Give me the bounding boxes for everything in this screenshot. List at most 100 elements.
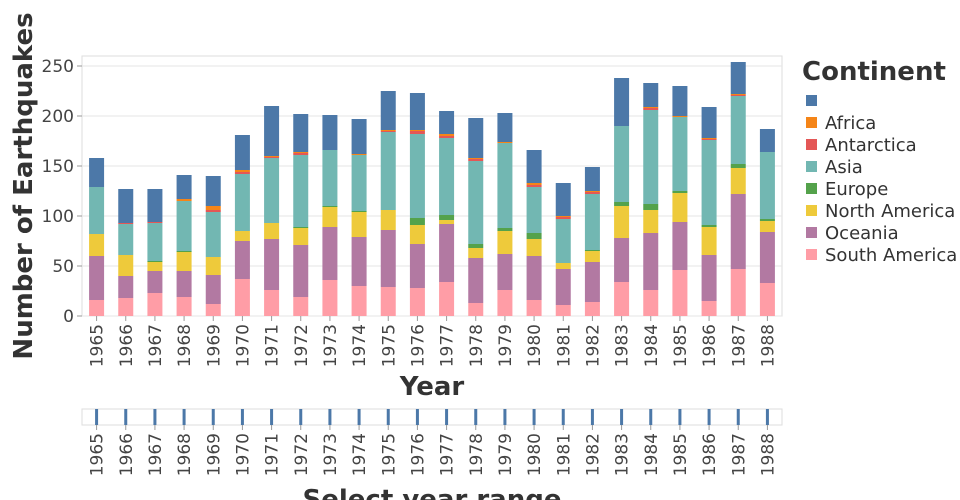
bar-segment-europe[interactable] bbox=[147, 261, 163, 262]
bar-segment-europe[interactable] bbox=[497, 228, 513, 231]
bar-segment-unlabeled[interactable] bbox=[497, 113, 513, 142]
bar-segment-europe[interactable] bbox=[526, 233, 542, 239]
bar-stack-1980[interactable] bbox=[526, 150, 542, 316]
bar-segment-antarctica[interactable] bbox=[293, 153, 309, 155]
bar-segment-unlabeled[interactable] bbox=[614, 78, 630, 126]
bar-segment-south-america[interactable] bbox=[89, 300, 105, 316]
bar-segment-europe[interactable] bbox=[614, 202, 630, 206]
bar-segment-europe[interactable] bbox=[672, 191, 688, 193]
bar-segment-south-america[interactable] bbox=[497, 290, 513, 316]
bar-segment-oceania[interactable] bbox=[584, 262, 600, 302]
bar-stack-1988[interactable] bbox=[759, 129, 775, 316]
bar-segment-africa[interactable] bbox=[293, 152, 309, 153]
bar-segment-north-america[interactable] bbox=[759, 221, 775, 232]
bar-segment-africa[interactable] bbox=[672, 116, 688, 117]
bar-segment-europe[interactable] bbox=[351, 211, 367, 212]
bar-segment-south-america[interactable] bbox=[526, 300, 542, 316]
bar-segment-oceania[interactable] bbox=[147, 271, 163, 293]
bar-segment-africa[interactable] bbox=[701, 138, 717, 139]
bar-segment-north-america[interactable] bbox=[555, 263, 571, 269]
bar-segment-africa[interactable] bbox=[584, 191, 600, 192]
bar-segment-south-america[interactable] bbox=[643, 290, 659, 316]
bar-stack-1971[interactable] bbox=[264, 106, 280, 316]
legend-item-south-america[interactable]: South America bbox=[806, 245, 957, 266]
bar-segment-europe[interactable] bbox=[409, 218, 425, 225]
bar-segment-antarctica[interactable] bbox=[205, 210, 221, 212]
bar-segment-north-america[interactable] bbox=[672, 193, 688, 222]
bar-segment-oceania[interactable] bbox=[759, 232, 775, 283]
bar-stack-1985[interactable] bbox=[672, 86, 688, 316]
bar-segment-asia[interactable] bbox=[409, 134, 425, 218]
bar-segment-south-america[interactable] bbox=[147, 293, 163, 316]
bar-segment-south-america[interactable] bbox=[759, 283, 775, 316]
bar-segment-asia[interactable] bbox=[147, 223, 163, 261]
bar-segment-africa[interactable] bbox=[234, 170, 250, 172]
bar-segment-africa[interactable] bbox=[409, 130, 425, 131]
bar-segment-unlabeled[interactable] bbox=[176, 175, 192, 199]
bar-segment-africa[interactable] bbox=[643, 107, 659, 108]
bar-segment-oceania[interactable] bbox=[730, 194, 746, 269]
bar-stack-1984[interactable] bbox=[643, 83, 659, 316]
bar-segment-south-america[interactable] bbox=[351, 286, 367, 316]
bar-segment-antarctica[interactable] bbox=[555, 217, 571, 219]
bar-segment-north-america[interactable] bbox=[118, 255, 134, 276]
bar-segment-europe[interactable] bbox=[759, 219, 775, 221]
bar-segment-unlabeled[interactable] bbox=[468, 118, 484, 158]
bar-segment-africa[interactable] bbox=[555, 216, 571, 217]
bar-segment-oceania[interactable] bbox=[234, 241, 250, 279]
bar-segment-south-america[interactable] bbox=[234, 279, 250, 316]
bar-segment-asia[interactable] bbox=[759, 152, 775, 219]
brush-background[interactable] bbox=[81, 408, 783, 426]
bar-segment-south-america[interactable] bbox=[264, 290, 280, 316]
bar-segment-africa[interactable] bbox=[176, 199, 192, 201]
bar-segment-north-america[interactable] bbox=[643, 210, 659, 233]
bar-segment-north-america[interactable] bbox=[147, 262, 163, 271]
bar-segment-asia[interactable] bbox=[439, 138, 455, 215]
bar-segment-europe[interactable] bbox=[293, 227, 309, 228]
bar-segment-south-america[interactable] bbox=[701, 301, 717, 316]
bar-segment-north-america[interactable] bbox=[614, 206, 630, 238]
bar-segment-antarctica[interactable] bbox=[468, 159, 484, 161]
bar-segment-antarctica[interactable] bbox=[380, 131, 396, 132]
bar-segment-antarctica[interactable] bbox=[147, 222, 163, 223]
bar-stack-1987[interactable] bbox=[730, 62, 746, 316]
bar-segment-oceania[interactable] bbox=[614, 238, 630, 282]
bar-segment-oceania[interactable] bbox=[351, 237, 367, 286]
bar-segment-africa[interactable] bbox=[468, 158, 484, 159]
bar-stack-1972[interactable] bbox=[293, 114, 309, 316]
bar-segment-unlabeled[interactable] bbox=[205, 176, 221, 206]
bar-segment-africa[interactable] bbox=[351, 154, 367, 155]
bar-segment-oceania[interactable] bbox=[322, 227, 338, 280]
bar-segment-africa[interactable] bbox=[730, 94, 746, 95]
bar-segment-south-america[interactable] bbox=[205, 304, 221, 316]
bar-segment-north-america[interactable] bbox=[409, 225, 425, 244]
bar-segment-asia[interactable] bbox=[555, 219, 571, 263]
bar-segment-south-america[interactable] bbox=[730, 269, 746, 316]
bar-segment-unlabeled[interactable] bbox=[730, 62, 746, 94]
bar-segment-unlabeled[interactable] bbox=[759, 129, 775, 152]
bar-segment-asia[interactable] bbox=[264, 158, 280, 223]
bar-segment-unlabeled[interactable] bbox=[147, 189, 163, 222]
bar-segment-unlabeled[interactable] bbox=[89, 158, 105, 187]
bar-segment-asia[interactable] bbox=[701, 140, 717, 225]
bar-segment-asia[interactable] bbox=[322, 150, 338, 206]
bar-stack-1981[interactable] bbox=[555, 183, 571, 316]
bar-segment-europe[interactable] bbox=[468, 244, 484, 248]
bar-segment-asia[interactable] bbox=[614, 126, 630, 202]
bar-segment-antarctica[interactable] bbox=[701, 139, 717, 140]
bar-segment-asia[interactable] bbox=[293, 155, 309, 227]
legend-item-asia[interactable]: Asia bbox=[806, 157, 863, 178]
bar-segment-unlabeled[interactable] bbox=[351, 119, 367, 154]
bar-segment-north-america[interactable] bbox=[322, 207, 338, 227]
legend[interactable]: Continent AfricaAntarcticaAsiaEuropeNort… bbox=[802, 57, 957, 266]
bar-segment-antarctica[interactable] bbox=[409, 131, 425, 134]
bar-stack-1970[interactable] bbox=[234, 135, 250, 316]
bar-segment-africa[interactable] bbox=[205, 206, 221, 210]
bar-segment-south-america[interactable] bbox=[468, 303, 484, 316]
bar-segment-oceania[interactable] bbox=[409, 244, 425, 288]
bar-segment-asia[interactable] bbox=[643, 110, 659, 204]
bar-segment-south-america[interactable] bbox=[614, 282, 630, 316]
bar-segment-asia[interactable] bbox=[89, 187, 105, 234]
bar-segment-europe[interactable] bbox=[439, 215, 455, 220]
